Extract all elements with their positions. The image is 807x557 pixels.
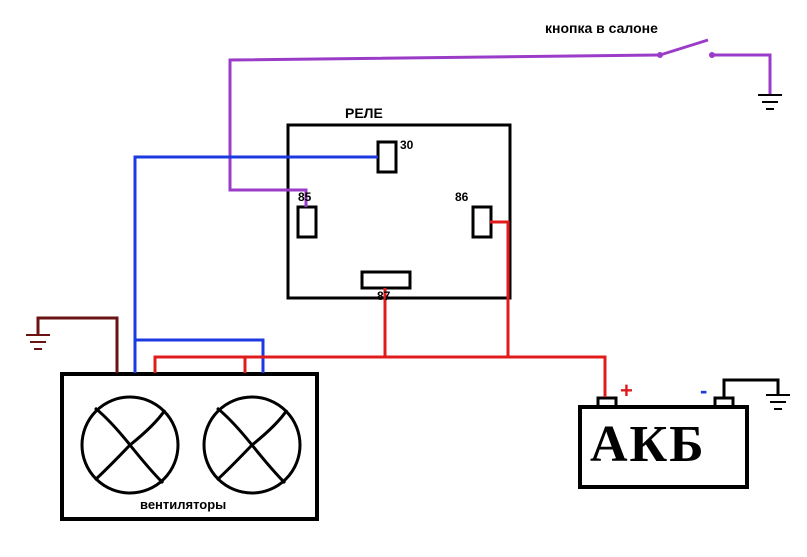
- pin87-label: 87: [377, 289, 390, 303]
- wire-purple: [230, 55, 660, 207]
- wire-ground-fans: [38, 318, 117, 373]
- battery-label: АКБ: [590, 415, 706, 474]
- relay-pin-87: [362, 272, 410, 288]
- minus-label: -: [700, 378, 707, 404]
- pin86-label: 86: [455, 190, 468, 204]
- switch-label: кнопка в салоне: [545, 20, 658, 36]
- relay-label: РЕЛЕ: [345, 105, 383, 121]
- switch-open: [660, 40, 708, 55]
- ground-battery: [766, 395, 790, 409]
- pin85-label: 85: [298, 190, 311, 204]
- wire-purple-2: [712, 55, 770, 95]
- battery-terminal-minus: [715, 398, 733, 407]
- relay-pin-30: [378, 142, 396, 172]
- pin30-label: 30: [400, 138, 413, 152]
- battery-terminal-plus: [598, 398, 616, 407]
- wire-red-to-fans: [155, 357, 385, 373]
- fan2-blades: [217, 408, 287, 483]
- ground-purple: [758, 95, 782, 109]
- plus-label: +: [620, 378, 633, 404]
- fan1-blades: [95, 408, 165, 483]
- relay-pin-86: [473, 207, 491, 237]
- ground-fans: [26, 335, 50, 349]
- relay-pin-85: [298, 207, 316, 237]
- fans-label: вентиляторы: [140, 497, 226, 512]
- wiring-diagram: кнопка в салоне РЕЛЕ 30 85 86 87 вентиля…: [0, 0, 807, 557]
- wire-red-86-to-battery: [490, 222, 605, 397]
